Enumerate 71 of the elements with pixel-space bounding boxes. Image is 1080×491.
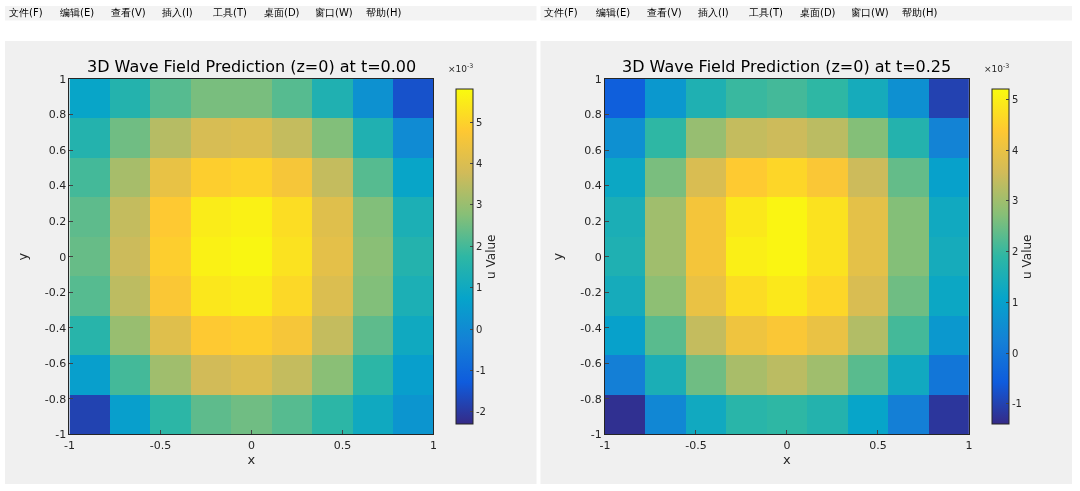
color-bar-label: -1 — [476, 364, 486, 376]
y-tick-label: 0.4 — [584, 179, 602, 193]
text: ×10$^{-3}$ — [448, 62, 474, 74]
y-tick-label: 0.6 — [48, 143, 67, 157]
y-tick-label: 1 — [594, 72, 602, 86]
text: 工具(T) — [213, 7, 248, 18]
color-bar-label: 3 — [1012, 195, 1019, 207]
y-axis-title: y — [14, 252, 30, 261]
color-bar-label: -2 — [476, 406, 486, 418]
text: 插入(I) — [162, 7, 193, 18]
x-tick-label: -0.5 — [149, 438, 172, 452]
color-bar-title: u Value — [484, 234, 499, 279]
text: 编辑(E) — [60, 7, 95, 18]
y-tick-label: 0.4 — [48, 179, 67, 193]
text: ×10$^{-3}$ — [984, 62, 1010, 74]
x-tick-label: 0.5 — [869, 438, 887, 452]
text: 工具(T) — [749, 7, 784, 18]
color-bar-label: 5 — [476, 116, 483, 128]
text: 编辑(E) — [596, 7, 631, 18]
text: 窗口(W) — [315, 7, 353, 18]
color-bar-label: 2 — [1012, 246, 1019, 258]
y-tick-label: 0 — [59, 250, 67, 264]
y-tick-label: 0.6 — [584, 143, 602, 157]
text: 桌面(D) — [800, 7, 836, 18]
y-tick-label: 0.2 — [584, 214, 602, 228]
y-tick-label: 0.8 — [584, 108, 602, 122]
x-tick-label: 1 — [965, 438, 973, 452]
text: 帮助(H) — [366, 7, 402, 18]
color-bar-label: 4 — [1012, 144, 1019, 156]
y-tick-label: -0.2 — [580, 286, 602, 300]
color-bar-label: 0 — [1012, 347, 1019, 359]
x-tick-label: 0 — [247, 438, 255, 452]
color-bar-label: 4 — [476, 158, 483, 170]
color-bar-label: 5 — [1012, 93, 1019, 105]
text: 插入(I) — [698, 7, 729, 18]
y-tick-label: -0.6 — [44, 357, 67, 371]
y-tick-label: -1 — [55, 428, 67, 442]
y-axis-title: y — [550, 252, 566, 261]
chart-title: 3D Wave Field Prediction (z=0) at t=0.00 — [87, 57, 417, 76]
y-tick-label: 0 — [594, 250, 602, 264]
x-tick-label: 1 — [429, 438, 437, 452]
y-tick-label: 0.2 — [48, 214, 67, 228]
color-bar-label: 1 — [476, 282, 483, 294]
color-bar-label: -1 — [1012, 398, 1022, 410]
text: 桌面(D) — [264, 7, 300, 18]
text: 文件(F) — [9, 7, 43, 18]
color-bar-label: 3 — [476, 199, 483, 211]
y-tick-label: -0.6 — [580, 357, 602, 371]
text: 文件(F) — [544, 7, 578, 18]
y-tick-label: -0.8 — [44, 392, 67, 406]
y-tick-label: 0.8 — [48, 108, 67, 122]
y-tick-label: -1 — [590, 428, 602, 442]
x-tick-label: -0.5 — [685, 438, 707, 452]
x-axis-title: x — [247, 452, 256, 468]
y-tick-label: -0.4 — [580, 321, 602, 335]
color-bar-label: 2 — [476, 240, 483, 252]
y-tick-label: 1 — [59, 72, 67, 86]
chart-title: 3D Wave Field Prediction (z=0) at t=0.25 — [622, 57, 952, 76]
x-tick-label: 0 — [783, 438, 791, 452]
text: 查看(V) — [111, 7, 146, 18]
y-tick-label: -0.8 — [580, 392, 602, 406]
color-bar-title: u Value — [1020, 234, 1035, 279]
text: 窗口(W) — [851, 7, 889, 18]
color-bar-label: 1 — [1012, 296, 1019, 308]
y-tick-label: -0.2 — [44, 286, 67, 300]
text: 帮助(H) — [902, 7, 938, 18]
y-tick-label: -0.4 — [44, 321, 67, 335]
color-bar-label: 0 — [476, 323, 483, 335]
x-tick-label: 0.5 — [333, 438, 352, 452]
x-axis-title: x — [783, 452, 792, 468]
text: 查看(V) — [647, 7, 682, 18]
